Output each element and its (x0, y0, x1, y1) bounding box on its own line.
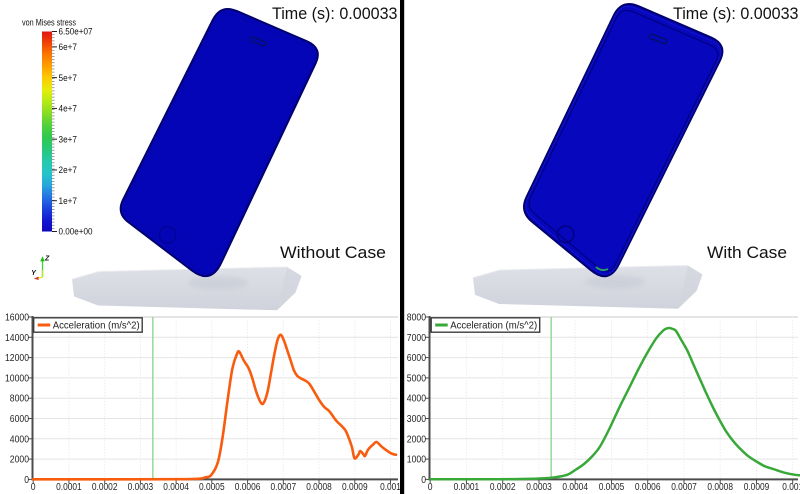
svg-text:7000: 7000 (407, 333, 427, 344)
svg-text:0: 0 (421, 475, 426, 486)
svg-text:0.0007: 0.0007 (671, 482, 697, 493)
svg-text:With Case: With Case (707, 244, 787, 262)
svg-text:0.0009: 0.0009 (342, 482, 368, 493)
svg-text:10000: 10000 (5, 373, 29, 384)
svg-text:2e+7: 2e+7 (59, 165, 78, 175)
svg-text:5000: 5000 (407, 373, 427, 384)
svg-text:0.0008: 0.0008 (306, 482, 332, 493)
svg-text:12000: 12000 (5, 353, 29, 364)
svg-text:Acceleration (m/s^2): Acceleration (m/s^2) (450, 321, 537, 332)
svg-text:3e+7: 3e+7 (59, 134, 78, 144)
svg-text:1000: 1000 (407, 455, 427, 466)
svg-text:6e+7: 6e+7 (59, 42, 78, 52)
svg-text:0: 0 (24, 475, 29, 486)
svg-text:8000: 8000 (10, 394, 30, 405)
svg-text:0: 0 (428, 482, 433, 493)
svg-text:14000: 14000 (5, 333, 29, 344)
svg-text:2000: 2000 (407, 434, 427, 445)
svg-text:0.0002: 0.0002 (92, 482, 118, 493)
svg-text:0.001: 0.001 (380, 482, 401, 493)
svg-text:0.0003: 0.0003 (526, 482, 552, 493)
svg-text:2000: 2000 (10, 455, 30, 466)
svg-text:4e+7: 4e+7 (59, 104, 78, 114)
svg-text:0: 0 (31, 482, 36, 493)
svg-text:Time (s): 0.00033: Time (s): 0.00033 (673, 5, 799, 23)
svg-text:Without Case: Without Case (280, 244, 386, 262)
svg-text:0.0009: 0.0009 (744, 482, 770, 493)
svg-text:5e+7: 5e+7 (59, 73, 78, 83)
svg-text:von Mises stress: von Mises stress (22, 18, 76, 29)
svg-text:0.0004: 0.0004 (163, 482, 189, 493)
svg-text:Z: Z (44, 256, 50, 263)
svg-text:0.001: 0.001 (782, 482, 800, 493)
svg-text:4000: 4000 (10, 434, 30, 445)
svg-text:4000: 4000 (407, 394, 427, 405)
svg-text:6.50e+07: 6.50e+07 (59, 27, 93, 37)
svg-text:0.0001: 0.0001 (454, 482, 480, 493)
svg-text:Y: Y (31, 270, 37, 277)
svg-text:8000: 8000 (407, 313, 427, 324)
svg-text:1e+7: 1e+7 (59, 196, 78, 206)
svg-text:3000: 3000 (407, 414, 427, 425)
svg-text:0.0007: 0.0007 (271, 482, 297, 493)
svg-text:Acceleration (m/s^2): Acceleration (m/s^2) (53, 321, 140, 332)
svg-text:0.0002: 0.0002 (490, 482, 516, 493)
svg-text:0.0001: 0.0001 (56, 482, 82, 493)
svg-text:16000: 16000 (5, 313, 29, 324)
svg-text:6000: 6000 (407, 353, 427, 364)
svg-text:0.0006: 0.0006 (635, 482, 661, 493)
svg-text:0.0006: 0.0006 (235, 482, 261, 493)
svg-text:Time (s): 0.00033: Time (s): 0.00033 (272, 5, 398, 23)
svg-text:0.00e+00: 0.00e+00 (59, 227, 93, 237)
svg-text:0.0003: 0.0003 (128, 482, 154, 493)
svg-text:0.0004: 0.0004 (562, 482, 588, 493)
svg-text:0.0005: 0.0005 (199, 482, 225, 493)
svg-text:0.0008: 0.0008 (707, 482, 733, 493)
svg-text:6000: 6000 (10, 414, 30, 425)
svg-text:0.0005: 0.0005 (599, 482, 625, 493)
